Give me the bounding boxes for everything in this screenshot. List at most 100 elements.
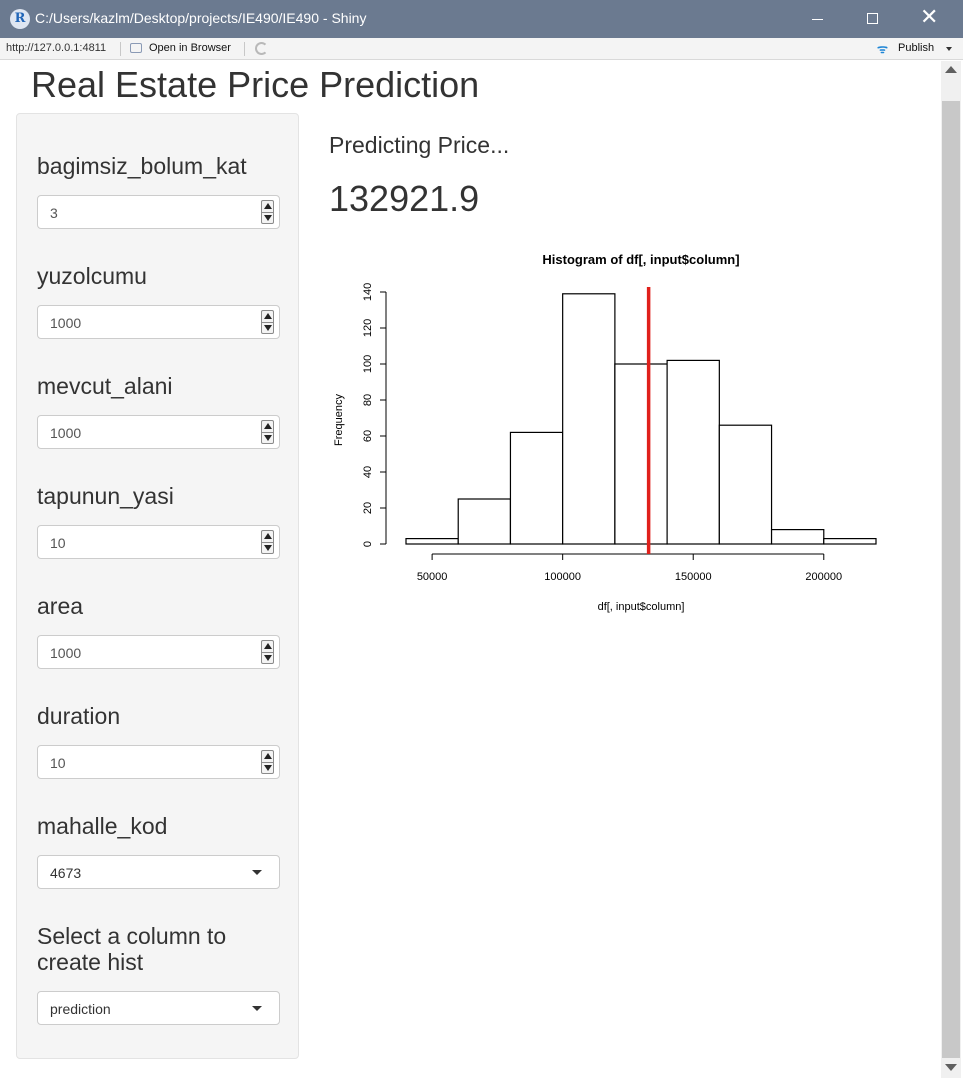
number-spinner[interactable] [261,200,274,224]
scroll-thumb[interactable] [942,101,960,1058]
number-spinner[interactable] [261,640,274,664]
toolbar-divider [120,42,121,56]
histogram-bar [770,529,825,545]
y-tick-label: 120 [362,319,374,337]
window-title: C:/Users/kazlm/Desktop/projects/IE490/IE… [35,10,367,26]
column-select-label-line2: create hist [37,949,144,975]
select-value: prediction [50,1001,111,1017]
histogram-plot: Histogram of df[, input$column] df[, inp… [316,240,916,630]
number-spinner[interactable] [261,530,274,554]
select-value: 4673 [50,865,82,881]
duration-label: duration [37,703,121,729]
mahalle-kod-label: mahalle_kod [37,813,168,839]
bagimsiz-bolum-kat-input[interactable]: 3 [37,195,280,229]
yuzolcumu-label: yuzolcumu [37,263,147,289]
input-value: 10 [50,755,66,771]
publish-dropdown-icon[interactable] [946,47,952,51]
mahalle-kod-select[interactable]: 4673 [37,855,280,889]
r-logo-icon: R [10,9,30,29]
chevron-down-icon [252,1006,262,1011]
spin-up-icon[interactable] [264,533,272,539]
number-spinner[interactable] [261,420,274,444]
tapunun-yasi-label: tapunun_yasi [37,483,174,509]
mevcut-alani-input[interactable]: 1000 [37,415,280,449]
spin-down-icon[interactable] [264,215,272,221]
x-tick-label: 200000 [805,571,842,583]
input-value: 1000 [50,315,82,331]
minimize-icon [812,19,823,20]
y-tick-label: 60 [362,430,374,442]
page-title: Real Estate Price Prediction [31,64,480,105]
number-spinner[interactable] [261,310,274,334]
y-tick-label: 20 [362,502,374,514]
url-text[interactable]: http://127.0.0.1:4811 [6,42,107,54]
histogram-bar [614,363,668,545]
spin-up-icon[interactable] [264,203,272,209]
spin-up-icon[interactable] [264,313,272,319]
close-icon: ✕ [920,5,939,30]
x-tick-label: 50000 [417,571,448,583]
number-spinner[interactable] [261,750,274,774]
area-label: area [37,593,84,619]
histogram-bar [666,359,720,545]
input-value: 1000 [50,645,82,661]
publish-icon[interactable]: ᯤ [877,42,888,56]
y-tick-label: 80 [362,394,374,406]
spin-down-icon[interactable] [264,325,272,331]
main-heading: Predicting Price... [329,132,510,158]
y-tick-label: 0 [362,541,374,547]
maximize-icon [867,13,878,24]
column-select[interactable]: prediction [37,991,280,1025]
spin-up-icon[interactable] [264,423,272,429]
spin-up-icon[interactable] [264,753,272,759]
y-tick-label: 100 [362,355,374,373]
vertical-scrollbar[interactable] [941,61,961,1078]
histogram-bar [718,424,773,545]
close-button[interactable]: ✕ [902,0,960,38]
publish-button[interactable]: Publish [898,42,935,54]
spin-down-icon[interactable] [264,545,272,551]
chart-title: Histogram of df[, input$column] [542,252,739,267]
toolbar-divider [244,42,245,56]
histogram-svg: Histogram of df[, input$column] df[, inp… [333,252,877,613]
open-in-browser-button[interactable]: Open in Browser [149,42,231,54]
histogram-bar [509,431,564,545]
sidebar-panel: bagimsiz_bolum_kat 3 yuzolcumu 1000 mevc… [16,113,299,1059]
x-tick-label: 100000 [544,571,581,583]
histogram-bar [405,538,459,545]
y-axis-label: Frequency [333,394,345,446]
x-tick-label: 150000 [675,571,712,583]
axes-group: 50000 100000 150000 200000 0 20 40 60 80 100 120 14… [362,283,842,583]
y-tick-label: 140 [362,283,374,301]
open-in-browser-icon[interactable] [130,43,142,53]
duration-input[interactable]: 10 [37,745,280,779]
minimize-button[interactable] [788,0,846,38]
window-title-bar: R C:/Users/kazlm/Desktop/projects/IE490/… [0,0,963,38]
bars-group [405,293,877,545]
column-select-label: Select a column to [37,923,227,949]
viewer-toolbar: http://127.0.0.1:4811 Open in Browser ᯤ … [0,38,963,60]
histogram-bar [562,293,616,545]
y-tick-label: 40 [362,466,374,478]
histogram-bar [823,538,877,545]
spin-down-icon[interactable] [264,655,272,661]
spin-down-icon[interactable] [264,765,272,771]
input-value: 10 [50,535,66,551]
histogram-bar [457,498,512,545]
scroll-up-icon[interactable] [945,66,957,73]
tapunun-yasi-input[interactable]: 10 [37,525,280,559]
input-value: 1000 [50,425,82,441]
mevcut-alani-label: mevcut_alani [37,373,173,399]
chevron-down-icon [252,870,262,875]
yuzolcumu-input[interactable]: 1000 [37,305,280,339]
scroll-down-icon[interactable] [945,1064,957,1071]
bagimsiz-bolum-kat-label: bagimsiz_bolum_kat [37,153,247,179]
spin-up-icon[interactable] [264,643,272,649]
input-value: 3 [50,205,58,221]
maximize-button[interactable] [843,0,901,38]
area-input[interactable]: 1000 [37,635,280,669]
x-axis-label: df[, input$column] [598,601,685,613]
refresh-icon[interactable] [255,42,268,55]
spin-down-icon[interactable] [264,435,272,441]
prediction-value: 132921.9 [329,178,480,219]
